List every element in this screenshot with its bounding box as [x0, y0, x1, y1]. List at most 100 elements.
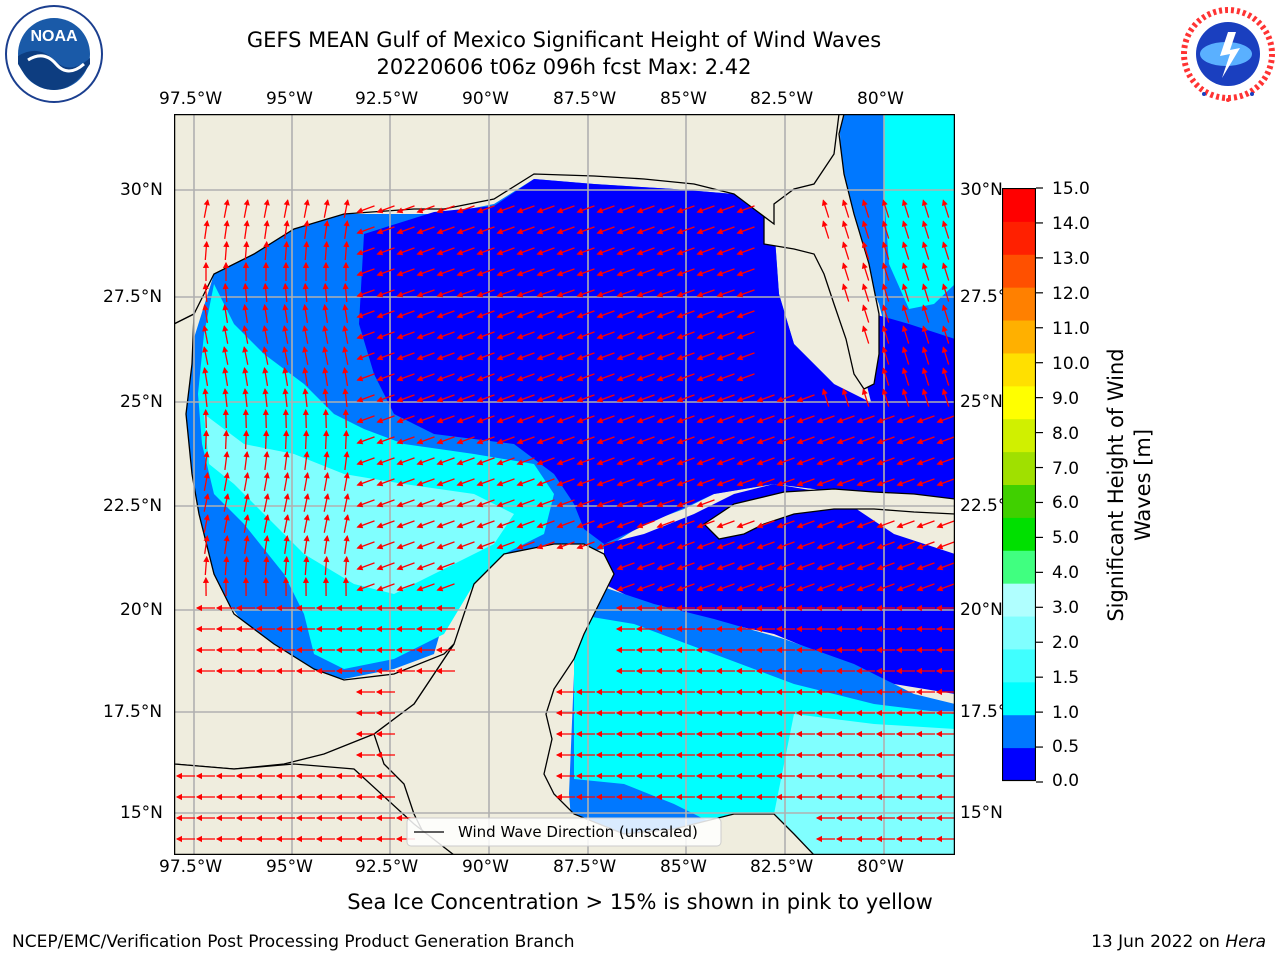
wave-arrowhead [242, 261, 250, 269]
lat-label-left: 25°N [120, 392, 163, 412]
wave-arrowhead [916, 564, 924, 571]
wave-arrowhead [315, 604, 322, 612]
wave-arrowhead [282, 367, 289, 374]
wave-arrowhead [895, 688, 902, 696]
wave-arrowhead [436, 375, 444, 382]
wave-arrowhead [263, 429, 270, 437]
wave-arrowhead [875, 814, 882, 822]
wave-arrowhead [876, 522, 884, 529]
cuba-land [702, 488, 955, 540]
wave-arrowhead [215, 772, 222, 780]
wave-arrowhead [596, 312, 604, 319]
wave-arrowhead [303, 429, 310, 437]
wave-arrowhead [496, 438, 504, 445]
wave-arrowhead [816, 585, 824, 592]
wave-arrowhead [676, 291, 684, 298]
wave-arrowhead [223, 555, 230, 563]
wave-arrowhead [815, 793, 822, 801]
wave-arrowhead [516, 396, 524, 403]
wave-arrowhead [303, 472, 310, 479]
wave-arrowhead [616, 438, 624, 445]
wave-arrowhead [456, 207, 464, 214]
wave-arrowhead [395, 667, 402, 675]
wave-arrowhead [396, 249, 404, 256]
wave-arrowhead [816, 543, 824, 550]
wave-arrowhead [616, 207, 624, 214]
wave-arrowhead [676, 459, 684, 466]
colorbar-segment [1002, 221, 1036, 255]
wave-arrowhead [315, 835, 322, 843]
wave-arrowhead [735, 646, 742, 654]
wave-arrowhead [263, 451, 270, 458]
wave-arrowhead [375, 625, 382, 633]
wave-arrowhead [536, 459, 544, 466]
wave-arrowhead [896, 522, 904, 529]
wave-arrowhead [376, 228, 384, 235]
wave-arrowhead [295, 835, 302, 843]
wave-arrowhead [343, 429, 350, 437]
wave-arrowhead [376, 291, 384, 298]
lat-label-right: 15°N [960, 803, 1003, 823]
wave-arrowhead [636, 564, 644, 571]
wave-arrowhead [576, 417, 584, 424]
wave-arrowhead [941, 262, 948, 270]
footer-date-text: 13 Jun 2022 on [1091, 932, 1226, 952]
wave-arrowhead [896, 480, 904, 487]
wave-arrowhead [715, 709, 722, 717]
lat-label-right: 25°N [960, 392, 1003, 412]
wave-arrowhead [356, 585, 364, 592]
wave-arrowhead [436, 354, 444, 361]
wave-arrowhead [436, 417, 444, 424]
wave-arrowhead [896, 585, 904, 592]
wave-arrowhead [222, 388, 229, 395]
wave-arrowhead [195, 667, 202, 675]
wave-arrowhead [415, 667, 422, 675]
wave-arrowhead [656, 522, 664, 529]
wave-arrowhead [881, 220, 888, 228]
wave-arrowhead [356, 438, 364, 445]
wind-wave-arrows [175, 199, 955, 843]
wave-arrowhead [343, 493, 350, 500]
wave-arrowhead [861, 325, 868, 333]
wave-arrowhead [755, 688, 762, 696]
wave-arrowhead [656, 396, 664, 403]
wave-arrowhead [696, 459, 704, 466]
wave-arrowhead [516, 438, 524, 445]
wave-arrowhead [435, 604, 442, 612]
wave-arrowhead [935, 814, 942, 822]
colorbar-segment [1002, 648, 1036, 683]
wave-arrowhead [335, 646, 342, 654]
wave-arrowhead [915, 667, 922, 675]
colorbar-tick-label: 0.0 [1052, 771, 1080, 791]
wave-arrowhead [416, 228, 424, 235]
wave-arrowhead [901, 367, 908, 375]
wave-arrowhead [881, 241, 888, 249]
wave-arrowhead [735, 730, 742, 738]
wave-arrowhead [696, 312, 704, 319]
wave-arrowhead [322, 388, 329, 395]
wave-arrowhead [656, 459, 664, 466]
lat-label-right: 20°N [960, 600, 1003, 620]
wave-arrowhead [396, 522, 404, 529]
wave-arrowhead [595, 772, 602, 780]
wave-arrowhead [575, 688, 582, 696]
wave-arrowhead [436, 438, 444, 445]
wave-arrowhead [175, 772, 182, 780]
wave-arrowhead [303, 493, 310, 500]
wave-arrowhead [222, 325, 229, 332]
lon-label-bottom: 85°W [660, 857, 707, 877]
wave-arrowhead [696, 480, 704, 487]
wave-arrowhead [635, 772, 642, 780]
wave-arrowhead [815, 688, 822, 696]
wave-arrowhead [776, 543, 784, 550]
wave-arrowhead [223, 429, 230, 437]
wave-arrowhead [343, 199, 350, 206]
wave-arrowhead [696, 207, 704, 214]
wave-arrowhead [396, 396, 404, 403]
colorbar-tick-label: 0.5 [1052, 737, 1080, 757]
wave-arrowhead [715, 625, 722, 633]
wave-arrowhead [375, 604, 382, 612]
wave-arrowhead [595, 751, 602, 759]
wave-arrowhead [875, 625, 882, 633]
wave-arrowhead [676, 396, 684, 403]
